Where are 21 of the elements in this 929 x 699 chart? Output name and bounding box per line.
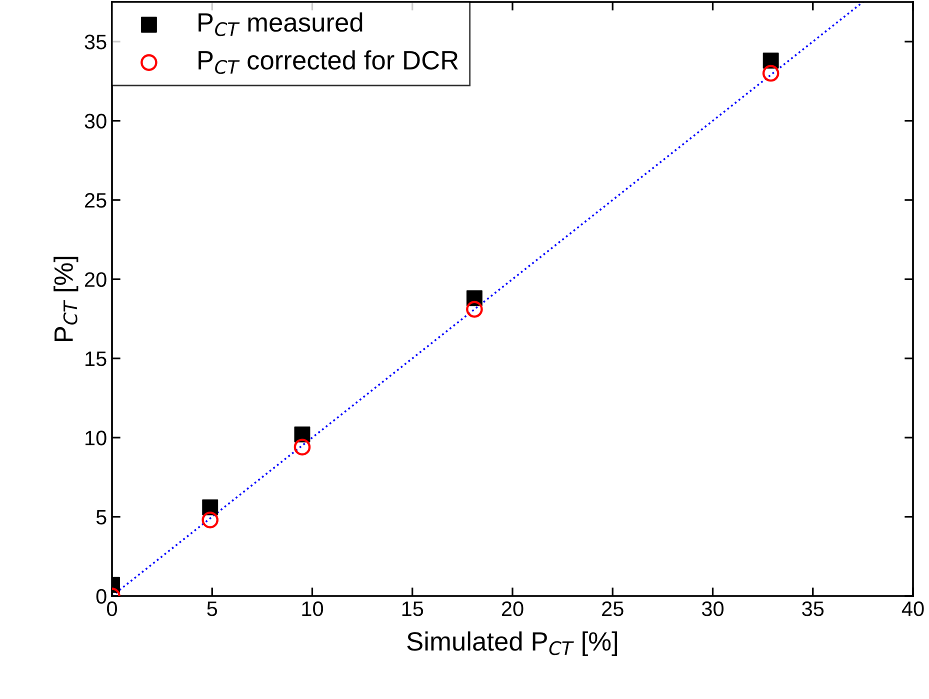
y-tick-label: 15 [86, 352, 106, 366]
x-tick-label: 25 [602, 601, 624, 616]
y-tick-label: 10 [86, 430, 106, 446]
x-tick-label: 35 [802, 601, 824, 616]
y-axis-title: P$_{CT}$ [%] [54, 256, 78, 342]
x-tick-label: 10 [302, 601, 324, 616]
legend-label: P$_{CT}$ corrected for DCR [198, 50, 458, 74]
x-axis-title: Simulated P$_{CT}$ [%] [407, 631, 618, 656]
x-tick-label: 20 [502, 601, 524, 616]
x-tick-label: 40 [902, 601, 924, 616]
x-tick-label: 15 [402, 602, 424, 616]
y-tick-label: 5 [96, 510, 106, 525]
x-tick-label: 30 [702, 601, 724, 616]
x-tick-label: 5 [207, 602, 218, 616]
legend-label: P$_{CT}$ measured [198, 12, 362, 36]
y-tick-label: 20 [85, 272, 106, 287]
y-tick-label: 30 [84, 114, 106, 129]
y-tick-label: 25 [85, 193, 106, 208]
y-tick-label: 0 [96, 589, 106, 604]
y-tick-label: 35 [84, 34, 106, 50]
x-tick-label: 0 [107, 601, 117, 616]
